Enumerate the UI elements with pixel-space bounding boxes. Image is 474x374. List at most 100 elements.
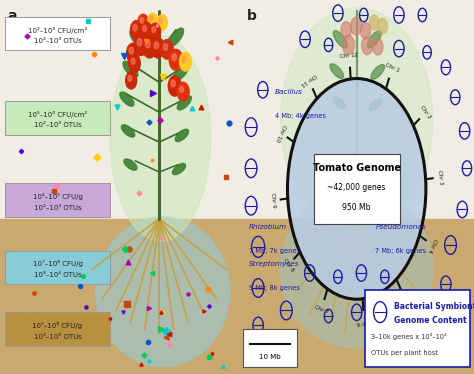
FancyBboxPatch shape (5, 312, 110, 346)
Circle shape (373, 39, 383, 55)
Ellipse shape (281, 7, 433, 232)
Text: Rhizobium: Rhizobium (249, 224, 287, 230)
Circle shape (362, 37, 373, 55)
Text: Soil Microbiome: Soil Microbiome (6, 312, 84, 321)
Circle shape (148, 13, 157, 28)
Text: Chr 10: Chr 10 (274, 123, 287, 142)
Circle shape (128, 75, 132, 81)
Circle shape (135, 34, 148, 55)
Text: 10²–10³ OTUs: 10²–10³ OTUs (34, 122, 82, 128)
Text: Chr 7: Chr 7 (313, 304, 329, 315)
Text: Chr 11: Chr 11 (300, 72, 318, 87)
Circle shape (137, 39, 142, 46)
Circle shape (133, 24, 137, 31)
Circle shape (180, 52, 191, 71)
Text: ~42,000 genes: ~42,000 genes (328, 183, 386, 191)
Text: Rhizosphere: Rhizosphere (6, 251, 66, 260)
Circle shape (154, 42, 159, 49)
Text: 10²–10³ CFU/cm³: 10²–10³ CFU/cm³ (28, 27, 87, 34)
Ellipse shape (120, 92, 134, 106)
FancyBboxPatch shape (5, 251, 110, 284)
Text: Air Microbiome: Air Microbiome (6, 17, 80, 26)
Ellipse shape (330, 64, 344, 79)
Bar (0, 219, 239, 374)
Ellipse shape (281, 191, 433, 348)
Bar (239, 219, 474, 374)
Circle shape (143, 25, 146, 31)
Text: 10⁵–10⁶ CFU/cm²: 10⁵–10⁶ CFU/cm² (28, 111, 87, 118)
Ellipse shape (110, 36, 210, 241)
FancyBboxPatch shape (314, 154, 400, 224)
Text: b: b (246, 9, 256, 23)
Ellipse shape (121, 125, 135, 137)
Circle shape (152, 27, 155, 33)
Text: Endosphere: Endosphere (6, 183, 64, 192)
Circle shape (129, 47, 134, 54)
Ellipse shape (173, 65, 188, 81)
Ellipse shape (168, 28, 183, 47)
Text: 9 Mb; 8k genes: 9 Mb; 8k genes (249, 285, 300, 291)
Circle shape (370, 15, 379, 30)
Text: 7 Mb; 7k genes: 7 Mb; 7k genes (249, 248, 300, 254)
Text: 7 Mb; 6k genes: 7 Mb; 6k genes (375, 248, 427, 254)
Circle shape (129, 55, 140, 73)
Text: Chr 9: Chr 9 (270, 193, 276, 208)
Text: a: a (7, 9, 17, 23)
Circle shape (351, 17, 362, 35)
Ellipse shape (369, 99, 382, 111)
Circle shape (341, 22, 351, 38)
Circle shape (164, 43, 168, 50)
Ellipse shape (333, 97, 346, 109)
Text: 10 Mb: 10 Mb (259, 354, 281, 360)
Bar (239, 0, 474, 219)
Circle shape (177, 82, 189, 101)
FancyBboxPatch shape (365, 290, 471, 367)
Text: 10²–10⁶ OTUs: 10²–10⁶ OTUs (34, 334, 82, 340)
Ellipse shape (371, 64, 384, 79)
Text: Chr 5: Chr 5 (397, 292, 412, 304)
Circle shape (146, 40, 150, 48)
Text: Genome Content: Genome Content (394, 316, 467, 325)
FancyBboxPatch shape (5, 17, 110, 50)
Circle shape (180, 86, 184, 93)
Circle shape (140, 18, 144, 23)
FancyBboxPatch shape (5, 101, 110, 135)
Text: OTUs per plant host: OTUs per plant host (371, 350, 438, 356)
Text: Chr 12: Chr 12 (340, 53, 359, 59)
Text: Chr 3: Chr 3 (437, 170, 443, 185)
Text: Chr 2: Chr 2 (419, 105, 432, 120)
Text: Chr 6: Chr 6 (356, 319, 372, 325)
Text: Streptomyces: Streptomyces (249, 261, 299, 267)
FancyBboxPatch shape (243, 329, 297, 367)
Text: Tomato Genome: Tomato Genome (313, 163, 401, 173)
Circle shape (172, 53, 177, 61)
Text: Pseudomonas: Pseudomonas (375, 224, 426, 230)
Text: 4 Mb; 4k genes: 4 Mb; 4k genes (274, 113, 326, 119)
Circle shape (168, 76, 181, 96)
Circle shape (130, 21, 142, 39)
Text: 10²–10³ OTUs: 10²–10³ OTUs (34, 205, 82, 211)
Circle shape (182, 56, 186, 62)
Bar (0, 0, 239, 219)
Text: 10⁴–10⁵ CFU/g: 10⁴–10⁵ CFU/g (33, 193, 82, 200)
Ellipse shape (96, 217, 230, 367)
Ellipse shape (130, 30, 145, 49)
Text: 10⁷–10⁸ CFU/g: 10⁷–10⁸ CFU/g (33, 260, 82, 267)
Circle shape (161, 40, 173, 59)
Circle shape (150, 16, 153, 21)
Circle shape (138, 14, 148, 31)
Text: 10⁵–10⁶ CFU/g: 10⁵–10⁶ CFU/g (32, 322, 82, 329)
Text: Bacterial Symbiont: Bacterial Symbiont (394, 302, 474, 311)
Circle shape (140, 22, 152, 40)
Ellipse shape (175, 129, 189, 141)
Circle shape (126, 72, 137, 89)
Circle shape (378, 18, 387, 34)
Circle shape (131, 58, 135, 64)
Ellipse shape (123, 61, 138, 77)
Text: Pyllosphere: Pyllosphere (6, 101, 64, 110)
Circle shape (360, 22, 371, 39)
Circle shape (152, 38, 164, 58)
Ellipse shape (124, 159, 137, 170)
Circle shape (142, 36, 157, 58)
Text: 10³–10⁴ OTUs: 10³–10⁴ OTUs (34, 272, 81, 278)
